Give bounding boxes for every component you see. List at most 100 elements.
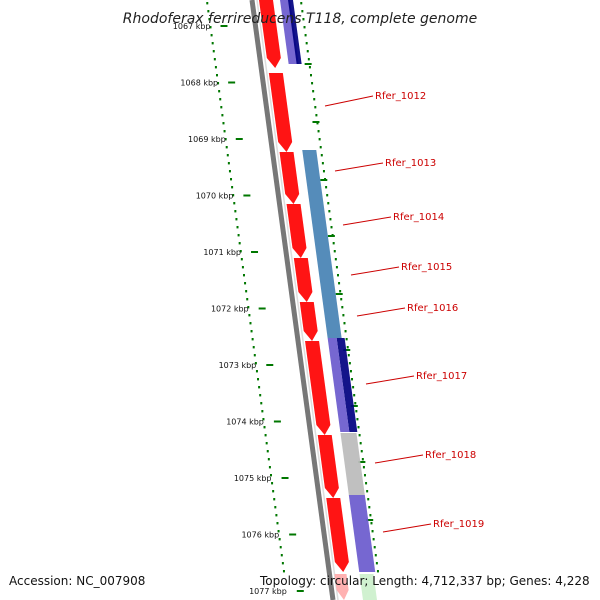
- right-dot: [376, 570, 379, 573]
- right-dot: [312, 90, 315, 93]
- left-dot: [220, 106, 223, 109]
- left-dot: [273, 498, 276, 501]
- right-dot: [303, 26, 306, 29]
- right-dot: [317, 130, 320, 133]
- gene-label: Rfer_1016: [407, 303, 458, 314]
- left-dot: [211, 42, 214, 45]
- right-dot: [322, 170, 325, 173]
- right-dot: [367, 498, 370, 501]
- left-dot: [281, 562, 284, 565]
- left-dot: [245, 290, 248, 293]
- left-dot: [219, 98, 222, 101]
- left-dot: [209, 26, 212, 29]
- forward-gene-block: [259, 0, 281, 68]
- right-dot: [373, 546, 376, 549]
- left-dot: [237, 234, 240, 237]
- gray-gene-block: [340, 433, 365, 495]
- right-dot: [342, 314, 345, 317]
- scale-label: 1067 kbp: [173, 22, 211, 31]
- right-dot: [316, 122, 319, 125]
- navy-gene-block: [336, 338, 358, 432]
- right-dot: [354, 402, 357, 405]
- gc-skew-dotted-track-left: [206, 2, 285, 573]
- left-dot: [253, 354, 256, 357]
- left-dot: [236, 226, 239, 229]
- right-dot: [327, 202, 330, 205]
- left-dot: [223, 130, 226, 133]
- left-dot: [271, 482, 274, 485]
- scale-label: 1073 kbp: [219, 361, 257, 370]
- right-dot: [315, 114, 318, 117]
- right-dot: [306, 50, 309, 53]
- right-dot: [304, 34, 307, 37]
- scale-labels: 1067 kbp 1068 kbp 1069 kbp 1070 kbp 1071 kbp…: [173, 22, 287, 596]
- gene-leader-line: [365, 375, 415, 385]
- right-dot: [346, 346, 349, 349]
- left-dot: [282, 570, 285, 573]
- left-dot: [212, 50, 215, 53]
- left-dot: [258, 386, 261, 389]
- right-dot: [374, 554, 377, 557]
- scale-label: 1076 kbp: [241, 531, 279, 540]
- forward-gene-block: [299, 302, 318, 341]
- forward-gene-block: [317, 435, 339, 498]
- left-dot: [272, 490, 275, 493]
- left-dot: [252, 346, 255, 349]
- right-dot: [366, 490, 369, 493]
- left-dot: [266, 450, 269, 453]
- left-dot: [222, 122, 225, 125]
- right-dot: [372, 538, 375, 541]
- right-dot: [328, 210, 331, 213]
- left-dot: [262, 418, 265, 421]
- left-dot: [259, 394, 262, 397]
- scale-label: 1069 kbp: [188, 135, 226, 144]
- left-dot: [208, 18, 211, 21]
- slate-gene-block: [348, 495, 376, 572]
- scale-label: 1077 kbp: [249, 587, 287, 596]
- right-dot: [307, 58, 310, 61]
- right-dot: [339, 290, 342, 293]
- gene-leader-line: [382, 523, 432, 533]
- right-dot: [340, 298, 343, 301]
- right-dot: [319, 146, 322, 149]
- left-dot: [238, 242, 241, 245]
- left-dot: [268, 466, 271, 469]
- left-dot: [230, 178, 233, 181]
- right-dot: [353, 394, 356, 397]
- right-dot: [368, 506, 371, 509]
- backbone-line: [249, 0, 336, 600]
- left-dot: [269, 474, 272, 477]
- steel-gene-block: [302, 150, 323, 200]
- right-dot: [333, 250, 336, 253]
- left-dot: [213, 58, 216, 61]
- right-dot: [305, 42, 308, 45]
- left-dot: [206, 2, 209, 5]
- right-dot: [326, 194, 329, 197]
- right-dot: [300, 2, 303, 5]
- gene-label: Rfer_1019: [433, 519, 484, 530]
- right-dot: [313, 98, 316, 101]
- right-dot: [352, 386, 355, 389]
- right-dot: [314, 106, 317, 109]
- forward-gene-block: [268, 73, 293, 152]
- right-dot: [348, 362, 351, 365]
- right-dot: [357, 426, 360, 429]
- left-dot: [267, 458, 270, 461]
- right-dot: [363, 474, 366, 477]
- right-dot: [355, 410, 358, 413]
- right-dot: [329, 218, 332, 221]
- right-dot: [338, 282, 341, 285]
- scale-label: 1075 kbp: [234, 474, 272, 483]
- left-dot: [254, 362, 257, 365]
- gene-leader-line: [356, 307, 406, 317]
- left-dot: [275, 514, 278, 517]
- left-dot: [277, 530, 280, 533]
- left-dot: [239, 250, 242, 253]
- right-dot: [351, 378, 354, 381]
- left-dot: [235, 218, 238, 221]
- left-dot: [260, 402, 263, 405]
- gene-label: Rfer_1012: [375, 91, 426, 102]
- right-dot: [369, 514, 372, 517]
- left-dot: [231, 186, 234, 189]
